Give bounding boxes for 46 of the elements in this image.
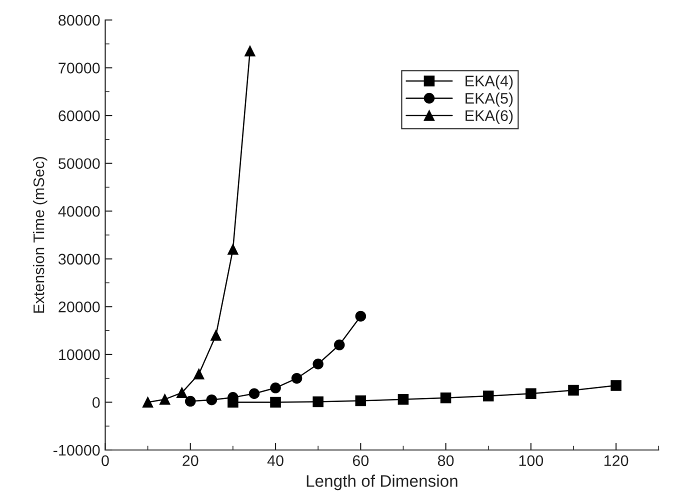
- point: [228, 244, 238, 255]
- point: [194, 368, 204, 380]
- y-tick-label: 50000: [58, 158, 100, 170]
- legend-label: EKA(4): [466, 75, 513, 90]
- y-tick-label: 40000: [58, 206, 100, 217]
- point: [334, 340, 345, 350]
- x-tick-label: 0: [102, 455, 109, 466]
- point: [270, 382, 281, 394]
- point: [244, 46, 256, 56]
- legend-label: EKA(5): [466, 92, 513, 107]
- y-tick-label: 60000: [58, 110, 100, 122]
- point: [355, 310, 366, 322]
- point: [159, 394, 170, 405]
- y-axis-title: Extension Time (mSec): [33, 156, 48, 313]
- point: [210, 330, 222, 341]
- x-tick-label: 20: [182, 455, 198, 466]
- point: [312, 358, 324, 370]
- point: [312, 396, 324, 408]
- y-tick-label: 20000: [58, 302, 100, 312]
- y-tick-label: 30000: [58, 254, 100, 265]
- point: [176, 387, 188, 398]
- x-tick-label: 60: [352, 455, 369, 466]
- point: [398, 394, 409, 405]
- y-tick-label: 0: [92, 397, 100, 408]
- point: [185, 396, 196, 407]
- point: [270, 396, 281, 408]
- x-tick-label: 100: [519, 455, 544, 466]
- point: [526, 388, 536, 400]
- y-tick-label: 80000: [58, 14, 100, 26]
- x-tick-label: 120: [604, 455, 628, 466]
- legend-label: EKA(6): [466, 110, 513, 124]
- y-tick-label: 10000: [59, 349, 100, 360]
- point: [291, 372, 302, 384]
- point: [355, 395, 366, 406]
- x-tick-label: 40: [267, 455, 284, 466]
- point: [568, 384, 579, 396]
- point: [142, 396, 154, 408]
- point: [248, 388, 260, 400]
- point: [482, 390, 494, 402]
- x-axis-title: Length of Dimension: [306, 474, 458, 490]
- x-tick-label: 80: [438, 455, 454, 466]
- point: [206, 394, 218, 406]
- y-tick-label: 70000: [58, 62, 100, 74]
- point: [610, 380, 622, 391]
- point: [440, 392, 452, 404]
- y-tick-label: -10000: [53, 444, 100, 456]
